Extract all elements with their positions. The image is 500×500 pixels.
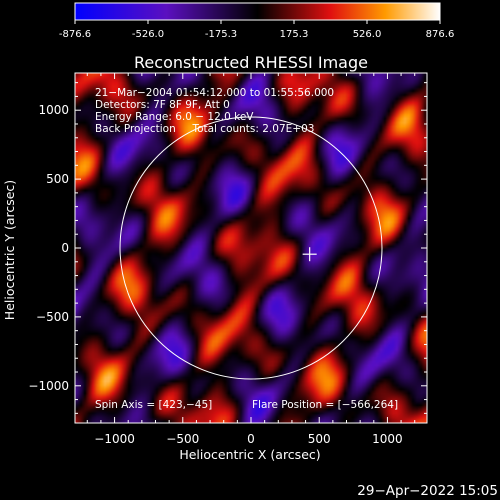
colorbar-tick-label: 876.6 (426, 29, 455, 40)
colorbar-tick-label: 175.3 (280, 29, 309, 40)
annotation-method-counts: Back Projection Total counts: 2.07E+03 (95, 123, 314, 135)
colorbar-tick-label: -175.3 (205, 29, 237, 40)
colorbar-ticks: -876.6 -526.0 -175.3 175.3 526.0 876.6 (59, 20, 454, 40)
colorbar (74, 2, 441, 21)
y-axis-label: Heliocentric Y (arcsec) (2, 180, 17, 320)
annotation-flare-position: Flare Position = [−566,264] (252, 399, 398, 411)
annotation-energy: Energy Range: 6.0 − 12.0 keV (95, 111, 254, 123)
x-tick-label: 500 (308, 432, 331, 446)
y-tick-label: 1000 (38, 103, 69, 117)
annotation-detectors: Detectors: 7F 8F 9F, Att 0 (95, 99, 230, 111)
solar-limb-circle (119, 116, 383, 380)
x-tick-label: 1000 (372, 432, 403, 446)
y-tick-label: −1000 (28, 379, 69, 393)
colorbar-tick-label: -876.6 (59, 29, 91, 40)
colorbar-tick-label: -526.0 (132, 29, 164, 40)
y-tick-label: 0 (61, 241, 69, 255)
heatmap-pixels (75, 73, 427, 423)
annotation-time: 21−Mar−2004 01:54:12.000 to 01:55:56.000 (95, 87, 334, 99)
flare-marker-cross (302, 247, 317, 262)
x-tick-label: 0 (247, 432, 255, 446)
footer-date: 29−Apr−2022 15:05 (357, 483, 498, 499)
heatmap-image (75, 73, 427, 423)
annotation-spin-axis: Spin Axis = [423,−45] (95, 399, 212, 411)
colorbar-tick-label: 526.0 (353, 29, 382, 40)
x-axis-ticks: −1000 −500 0 500 1000 (86, 73, 416, 446)
y-axis-ticks: 1000 500 0 −500 −1000 (28, 82, 427, 414)
x-tick-label: −1000 (94, 432, 135, 446)
x-tick-label: −500 (166, 432, 199, 446)
annotation-block: 21−Mar−2004 01:54:12.000 to 01:55:56.000… (95, 87, 398, 411)
y-tick-label: −500 (36, 310, 69, 324)
y-tick-label: 500 (46, 172, 69, 186)
chart-title: Reconstructed RHESSI Image (134, 53, 368, 72)
x-axis-label: Heliocentric X (arcsec) (179, 447, 320, 462)
